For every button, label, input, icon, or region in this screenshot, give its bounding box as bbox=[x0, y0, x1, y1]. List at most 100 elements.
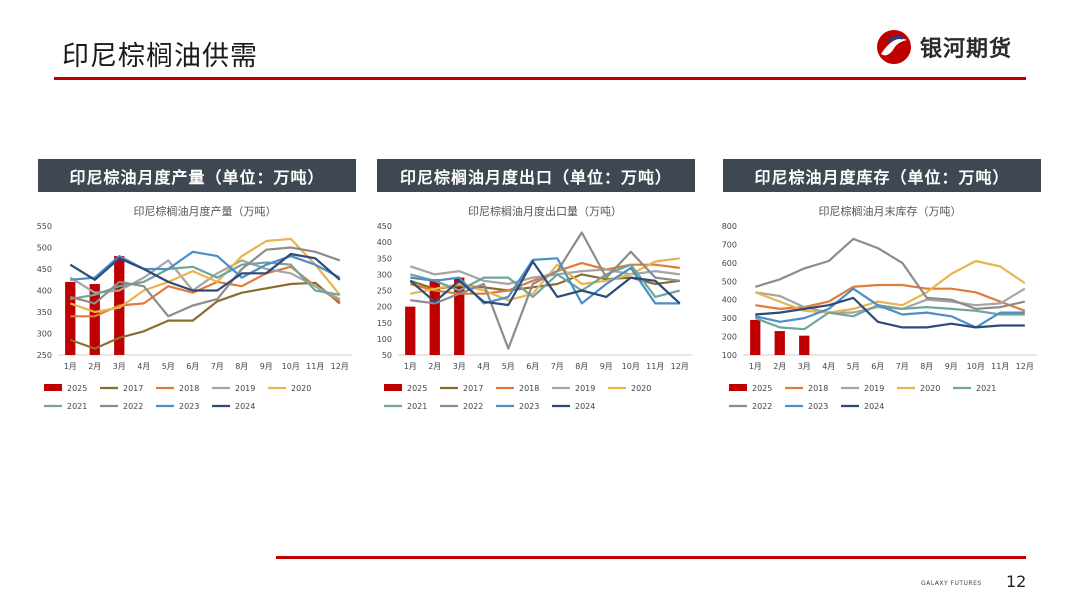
x-tick-label: 2月 bbox=[428, 362, 441, 371]
legend-label-2020: 2020 bbox=[631, 384, 651, 393]
x-tick-label: 11月 bbox=[991, 362, 1009, 371]
legend-label-2019: 2019 bbox=[575, 384, 595, 393]
x-tick-label: 4月 bbox=[822, 362, 835, 371]
legend-label-2018: 2018 bbox=[179, 384, 199, 393]
legend-label-2023: 2023 bbox=[179, 402, 199, 411]
x-tick-label: 8月 bbox=[920, 362, 933, 371]
x-tick-label: 8月 bbox=[235, 362, 248, 371]
x-tick-label: 1月 bbox=[64, 362, 77, 371]
panel-header-stock: 印尼棕油月度库存（单位：万吨） bbox=[723, 159, 1041, 192]
y-tick-label: 300 bbox=[37, 330, 52, 339]
series-line-2024 bbox=[69, 252, 341, 292]
x-tick-label: 1月 bbox=[404, 362, 417, 371]
bottom-divider bbox=[276, 556, 1026, 559]
x-tick-label: 3月 bbox=[798, 362, 811, 371]
y-tick-label: 300 bbox=[377, 270, 392, 279]
series-line-2020 bbox=[69, 237, 341, 314]
stock-chart-svg: 印尼棕榈油月末库存（万吨） 100 200 300 400 500 600 700 800 1月 2… bbox=[722, 204, 1037, 411]
series-line-2018 bbox=[755, 283, 1026, 312]
y-tick-label: 400 bbox=[722, 296, 737, 305]
x-tick-label: 4月 bbox=[137, 362, 150, 371]
y-tick-label: 450 bbox=[37, 265, 52, 274]
y-tick-label: 500 bbox=[37, 244, 52, 253]
x-tick-label: 4月 bbox=[477, 362, 490, 371]
x-tick-label: 5月 bbox=[502, 362, 515, 371]
series-line-2022 bbox=[410, 231, 680, 350]
x-tick-label: 11月 bbox=[306, 362, 324, 371]
legend-label-2018: 2018 bbox=[808, 384, 828, 393]
x-tick-label: 5月 bbox=[847, 362, 860, 371]
series-line-2017 bbox=[69, 281, 341, 350]
y-tick-label: 400 bbox=[37, 287, 52, 296]
legend-label-2020: 2020 bbox=[920, 384, 940, 393]
y-tick-label: 600 bbox=[722, 259, 737, 268]
export-chart: 印尼棕榈油月度出口量（万吨） 50 100 150 200 250 300 350 400 450… bbox=[370, 198, 700, 423]
panel-header-export: 印尼棕榈油月度出口（单位：万吨） bbox=[377, 159, 695, 192]
series-line-2024 bbox=[755, 296, 1025, 329]
brand-name: 银河期货 bbox=[920, 37, 1013, 62]
y-tick-label: 300 bbox=[722, 314, 737, 323]
production-chart-svg: 印尼棕榈油月度产量（万吨） 250 300 350 400 450 500 550 1月 2月 3月… bbox=[37, 204, 352, 411]
x-tick-label: 3月 bbox=[453, 362, 466, 371]
x-tick-label: 10月 bbox=[967, 362, 985, 371]
legend-label-2022: 2022 bbox=[123, 402, 143, 411]
legend-label-2019: 2019 bbox=[864, 384, 884, 393]
y-tick-label: 450 bbox=[377, 222, 392, 231]
legend-swatch-2025 bbox=[729, 384, 747, 391]
x-tick-label: 10月 bbox=[622, 362, 640, 371]
legend-label-2024: 2024 bbox=[235, 402, 255, 411]
chart-title: 印尼棕榈油月度产量（万吨） bbox=[134, 204, 277, 218]
y-tick-label: 500 bbox=[722, 277, 737, 286]
x-tick-label: 2月 bbox=[773, 362, 786, 371]
legend-label-2025: 2025 bbox=[67, 384, 87, 393]
legend-label-2021: 2021 bbox=[407, 402, 427, 411]
y-tick-label: 200 bbox=[722, 333, 737, 342]
x-tick-label: 7月 bbox=[896, 362, 909, 371]
legend-label-2023: 2023 bbox=[519, 402, 539, 411]
y-tick-label: 400 bbox=[377, 238, 392, 247]
x-tick-label: 6月 bbox=[186, 362, 199, 371]
bar-2025-3 bbox=[454, 277, 465, 355]
legend-label-2022: 2022 bbox=[752, 402, 772, 411]
legend-label-2017: 2017 bbox=[463, 384, 483, 393]
series-line-2022 bbox=[754, 237, 1026, 311]
legend-swatch-2025 bbox=[44, 384, 62, 391]
legend-label-2021: 2021 bbox=[67, 402, 87, 411]
page-number: 12 bbox=[1006, 572, 1027, 591]
x-tick-label: 6月 bbox=[526, 362, 539, 371]
y-tick-label: 350 bbox=[377, 254, 392, 263]
legend-label-2023: 2023 bbox=[808, 402, 828, 411]
series-line-2023 bbox=[70, 250, 341, 281]
bar-2025-3 bbox=[799, 335, 810, 355]
production-chart: 印尼棕榈油月度产量（万吨） 250 300 350 400 450 500 550 1月 2月 3月… bbox=[30, 198, 360, 423]
x-tick-label: 3月 bbox=[113, 362, 126, 371]
y-tick-label: 800 bbox=[722, 222, 737, 231]
x-tick-label: 9月 bbox=[600, 362, 613, 371]
x-tick-label: 6月 bbox=[871, 362, 884, 371]
bar-2025-1 bbox=[750, 319, 761, 355]
export-chart-svg: 印尼棕榈油月度出口量（万吨） 50 100 150 200 250 300 350 400 450… bbox=[377, 204, 692, 411]
x-tick-label: 10月 bbox=[282, 362, 300, 371]
x-tick-label: 7月 bbox=[211, 362, 224, 371]
bar-2025-1 bbox=[405, 306, 416, 355]
legend-label-2024: 2024 bbox=[575, 402, 595, 411]
page-title: 印尼棕榈油供需 bbox=[62, 41, 258, 72]
legend-label-2019: 2019 bbox=[235, 384, 255, 393]
series-line-2023 bbox=[410, 257, 680, 305]
bar-2025-2 bbox=[774, 331, 785, 355]
bar-2025-2 bbox=[89, 284, 100, 355]
legend-label-2025: 2025 bbox=[752, 384, 772, 393]
y-tick-label: 200 bbox=[377, 303, 392, 312]
x-tick-label: 12月 bbox=[671, 362, 689, 371]
series-line-2019 bbox=[69, 259, 341, 301]
y-tick-label: 100 bbox=[722, 351, 737, 360]
y-tick-label: 350 bbox=[37, 308, 52, 317]
series-line-2021 bbox=[754, 304, 1025, 331]
galaxy-logo-icon bbox=[877, 30, 911, 64]
x-tick-label: 7月 bbox=[551, 362, 564, 371]
top-divider bbox=[54, 77, 1026, 80]
y-tick-label: 250 bbox=[377, 287, 392, 296]
x-tick-label: 1月 bbox=[749, 362, 762, 371]
footer-brand: GALAXY FUTURES bbox=[921, 580, 982, 587]
legend-label-2017: 2017 bbox=[123, 384, 143, 393]
